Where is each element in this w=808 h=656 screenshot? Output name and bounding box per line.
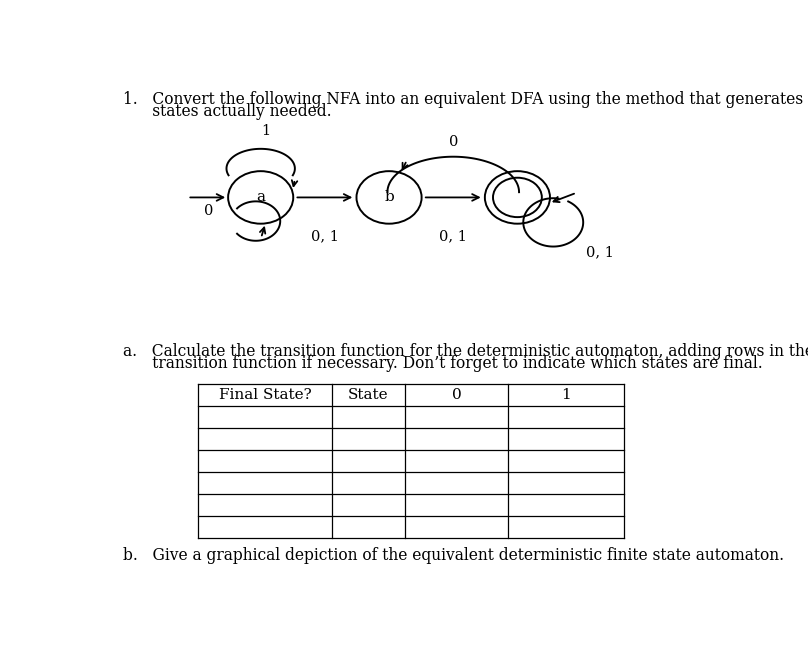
Text: 0, 1: 0, 1 [311, 230, 339, 244]
Text: 0, 1: 0, 1 [586, 245, 614, 260]
Text: 0: 0 [204, 203, 213, 218]
Text: 1: 1 [562, 388, 571, 402]
Text: b.   Give a graphical depiction of the equivalent deterministic finite state aut: b. Give a graphical depiction of the equ… [123, 548, 784, 564]
Text: b: b [384, 190, 394, 205]
Text: states actually needed.: states actually needed. [123, 103, 331, 120]
Text: 0, 1: 0, 1 [440, 230, 467, 244]
Text: 1: 1 [261, 125, 270, 138]
Text: Final State?: Final State? [219, 388, 311, 402]
Text: transition function if necessary. Don’t forget to indicate which states are fina: transition function if necessary. Don’t … [123, 355, 763, 372]
Text: 1.   Convert the following NFA into an equivalent DFA using the method that gene: 1. Convert the following NFA into an equ… [123, 91, 808, 108]
Text: a: a [256, 190, 265, 205]
Text: 0: 0 [452, 388, 461, 402]
Text: a.   Calculate the transition function for the deterministic automaton, adding r: a. Calculate the transition function for… [123, 343, 808, 360]
Text: State: State [348, 388, 389, 402]
Text: 0: 0 [448, 135, 458, 149]
